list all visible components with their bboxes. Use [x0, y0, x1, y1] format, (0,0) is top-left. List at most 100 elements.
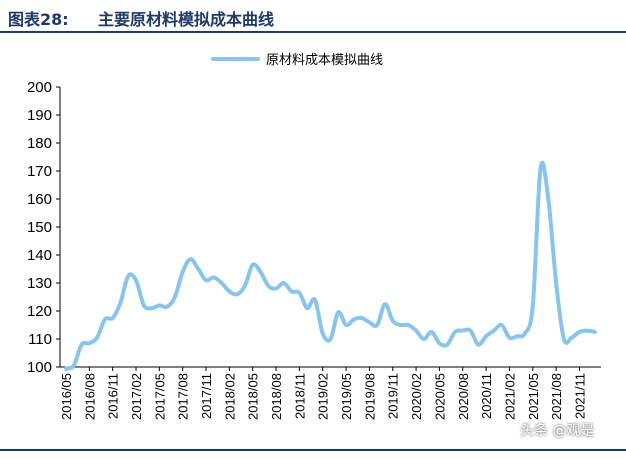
y-tick-label: 110	[28, 331, 52, 348]
x-tick-label: 2020/05	[432, 373, 447, 420]
data-point-2017-09	[189, 258, 192, 261]
y-tick-label: 130	[27, 275, 52, 292]
data-point-2018-08	[275, 287, 278, 290]
x-tick-label: 2019/05	[339, 373, 354, 420]
y-tick-label: 100	[27, 359, 52, 376]
data-point-2020-12	[492, 329, 495, 332]
data-point-2017-07	[173, 296, 176, 299]
data-point-2018-07	[267, 284, 270, 287]
data-point-2021-07	[547, 198, 550, 201]
data-point-2021-12	[586, 329, 589, 332]
data-point-2019-09	[376, 324, 379, 327]
x-tick-label: 2020/02	[409, 373, 424, 420]
axes	[59, 87, 601, 368]
x-tick-label: 2018/08	[269, 373, 284, 420]
legend-label: 原材料成本模拟曲线	[266, 53, 383, 68]
data-point-2016-07	[80, 343, 83, 346]
data-point-2018-05	[251, 263, 254, 266]
x-tick-label: 2016/05	[59, 373, 74, 420]
data-point-2020-06	[446, 343, 449, 346]
data-point-2020-02	[415, 329, 418, 332]
data-point-2019-11	[391, 319, 394, 322]
x-tick-label: 2021/02	[502, 373, 517, 420]
data-point-2017-12	[212, 276, 215, 279]
data-point-2021-10	[570, 336, 573, 339]
data-point-2021-08	[555, 282, 558, 285]
y-tick-label: 160	[27, 191, 52, 208]
data-point-2021-05	[531, 304, 534, 307]
data-point-2020-05	[438, 342, 441, 345]
data-point-2020-10	[477, 343, 480, 346]
data-point-2016-10	[103, 318, 106, 321]
data-point-2020-01	[407, 324, 410, 327]
data-point-2018-06	[259, 270, 262, 273]
data-point-2017-04	[150, 307, 153, 310]
data-point-2021-02	[508, 336, 511, 339]
data-point-2020-11	[485, 335, 488, 338]
data-point-2016-09	[96, 336, 99, 339]
y-tick-label: 200	[27, 79, 52, 96]
x-tick-label: 2018/11	[292, 373, 307, 419]
data-point-2020-09	[469, 329, 472, 332]
y-tick-label: 170	[27, 163, 52, 180]
data-point-2020-03	[422, 338, 425, 341]
data-point-2021-11	[578, 331, 581, 334]
data-point-2016-08	[88, 342, 91, 345]
data-point-2018-10	[290, 290, 293, 293]
x-tick-label: 2017/02	[129, 373, 144, 420]
x-tick-label: 2020/11	[479, 373, 494, 419]
x-tick-label: 2017/05	[152, 373, 167, 420]
data-point-2018-09	[282, 282, 285, 285]
data-point-2021-01	[500, 324, 503, 327]
bottom-divider	[0, 449, 626, 451]
data-point-2021-09	[562, 338, 565, 341]
data-point-2020-07	[454, 331, 457, 334]
data-points	[65, 167, 597, 370]
data-point-2019-10	[384, 303, 387, 306]
data-point-2017-08	[181, 270, 184, 273]
data-point-2017-05	[158, 304, 161, 307]
x-tick-label: 2020/08	[456, 373, 471, 420]
data-point-2017-06	[166, 305, 169, 308]
x-tick-label: 2016/11	[106, 373, 121, 419]
data-point-2016-11	[111, 317, 114, 320]
data-point-2017-02	[135, 279, 138, 282]
x-tick-label: 2021/11	[572, 373, 587, 419]
x-tick-label: 2021/08	[549, 373, 564, 420]
data-point-2018-12	[306, 307, 309, 310]
data-point-2019-03	[329, 338, 332, 341]
x-tick-label: 2021/05	[526, 373, 541, 420]
header-divider	[0, 31, 626, 33]
data-point-2021-06	[539, 167, 542, 170]
data-point-2019-01	[313, 298, 316, 301]
data-point-2018-01	[220, 282, 223, 285]
data-point-2019-08	[368, 321, 371, 324]
x-tick-label: 2019/08	[362, 373, 377, 420]
data-point-2017-01	[127, 275, 130, 278]
data-point-2017-03	[142, 304, 145, 307]
y-tick-label: 180	[27, 135, 52, 152]
watermark: 头条 @观是	[520, 423, 595, 439]
x-tick-label: 2018/02	[222, 373, 237, 420]
figure-title: 主要原材料模拟成本曲线	[98, 10, 275, 29]
data-point-2020-04	[430, 331, 433, 334]
data-point-2018-03	[236, 293, 239, 296]
data-point-2017-10	[197, 268, 200, 271]
x-tick-label: 2019/11	[386, 373, 401, 419]
data-point-2019-04	[337, 311, 340, 314]
data-point-2020-08	[461, 329, 464, 332]
data-point-2019-06	[352, 318, 355, 321]
data-point-2016-06	[72, 364, 75, 367]
x-tick-label: 2017/11	[199, 373, 214, 419]
x-tick-label: 2019/02	[316, 373, 331, 420]
data-point-2017-11	[205, 279, 208, 282]
y-tick-label: 140	[27, 247, 52, 264]
data-point-2018-11	[298, 291, 301, 294]
y-axis-ticks: 100 110 120 130 140 150 160 170 180 190 200	[27, 79, 60, 376]
data-point-2018-02	[228, 290, 231, 293]
data-point-2016-05	[65, 367, 68, 370]
data-point-2019-07	[360, 317, 363, 320]
series-line	[64, 160, 597, 371]
data-point-2022-01	[594, 331, 597, 334]
